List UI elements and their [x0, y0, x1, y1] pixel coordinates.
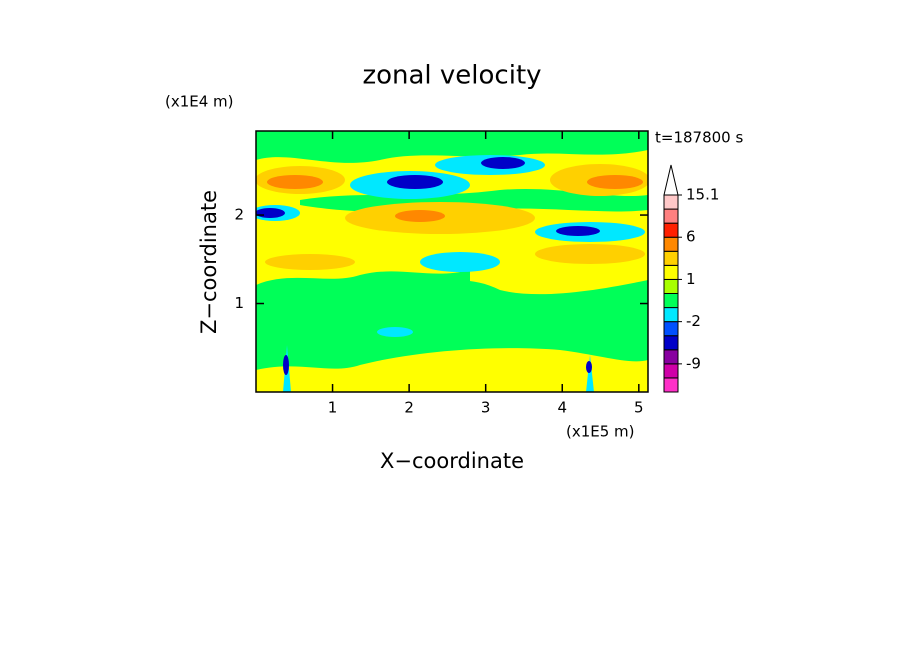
contour-region [256, 208, 285, 218]
colorbar-band [663, 377, 679, 393]
contour-region [556, 226, 600, 236]
contour-field [256, 131, 648, 392]
colorbar-label: -9 [686, 354, 701, 372]
x-axis-label: X−coordinate [380, 449, 524, 473]
x-unit: (x1E5 m) [566, 423, 635, 441]
x-tick-label: 5 [634, 399, 644, 417]
colorbar-band [663, 194, 679, 210]
contour-region [481, 157, 525, 169]
contour-region [265, 254, 355, 270]
y-tick-label: 1 [234, 294, 244, 312]
colorbar-band [663, 321, 679, 337]
colorbar-band [663, 222, 679, 238]
x-tick-label: 2 [404, 399, 414, 417]
contour-region [267, 175, 323, 189]
x-tick-label: 3 [481, 399, 491, 417]
y-tick-label: 2 [234, 206, 244, 224]
contour-region [586, 355, 594, 392]
colorbar-band [663, 349, 679, 365]
colorbar-band [663, 236, 679, 252]
x-tick-label: 4 [557, 399, 567, 417]
contour-region [586, 361, 592, 373]
contour-region [395, 210, 445, 222]
x-tick-label: 1 [328, 399, 338, 417]
contour-region [377, 327, 413, 337]
colorbar-label: 1 [686, 270, 696, 288]
contour-region [587, 175, 643, 189]
y-unit: (x1E4 m) [165, 93, 234, 111]
colorbar-extension [663, 164, 679, 196]
colorbar-band [663, 363, 679, 379]
colorbar-band [663, 278, 679, 294]
colorbar-band [663, 264, 679, 280]
contour-region [256, 270, 470, 320]
colorbar-label: -2 [686, 312, 701, 330]
contour-region [535, 244, 645, 264]
colorbar-band [663, 335, 679, 351]
contour-region [283, 355, 289, 375]
colorbar-band [663, 208, 679, 224]
colorbar-band [663, 293, 679, 309]
contour-region [387, 175, 443, 189]
plot-frame [255, 130, 649, 393]
colorbar-label: 6 [686, 228, 696, 246]
colorbar-band [663, 250, 679, 266]
contour-region [256, 131, 648, 163]
contour-region [256, 348, 648, 392]
contour-region [420, 252, 500, 272]
colorbar-label: 15.1 [686, 186, 719, 204]
time-label: t=187800 s [655, 129, 743, 147]
y-axis-label: Z−coordinate [197, 190, 221, 334]
chart-title: zonal velocity [362, 61, 541, 91]
colorbar-band [663, 307, 679, 323]
